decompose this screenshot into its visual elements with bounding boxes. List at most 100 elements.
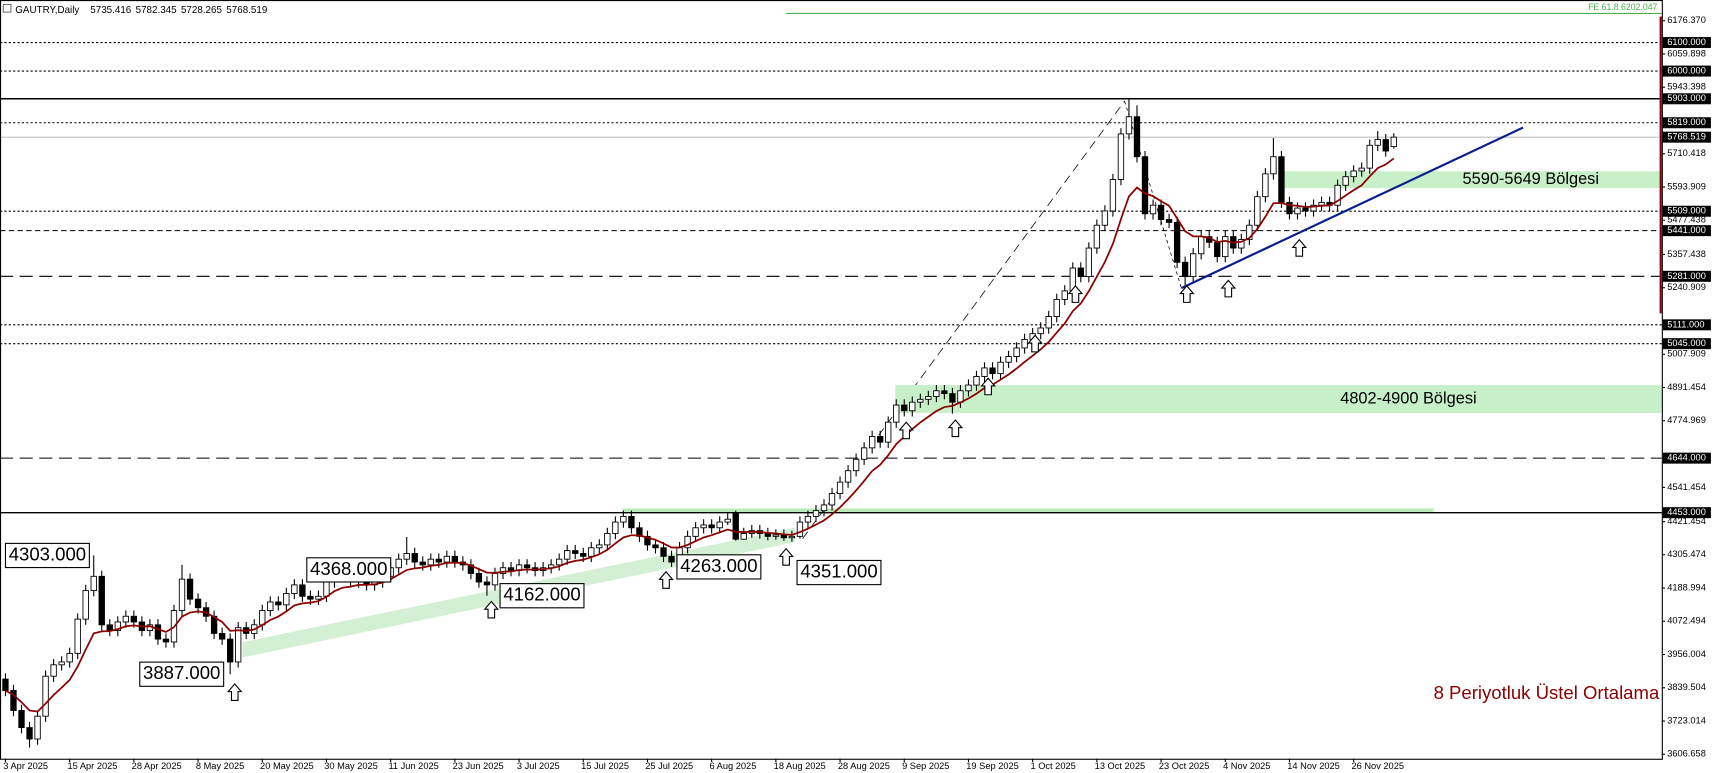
y-tick-label: 5477.438 <box>1667 215 1706 225</box>
candle-body <box>877 436 884 443</box>
candle-body <box>291 584 298 594</box>
level-label: 6000.000 <box>1667 66 1706 76</box>
candle-body <box>604 533 611 546</box>
level-box <box>1662 205 1711 217</box>
candle-body <box>451 555 459 563</box>
candle-body <box>491 573 499 586</box>
fe-label: FE 61.8 6202.047 <box>1588 2 1657 12</box>
price-annotation: 4162.000 <box>503 584 580 605</box>
up-arrow <box>1027 334 1043 353</box>
candle-body <box>1278 156 1285 203</box>
candle-body <box>1286 201 1293 215</box>
candle-body <box>130 615 138 623</box>
level-box <box>1662 37 1711 49</box>
up-arrow <box>483 600 500 619</box>
ohlc-high: 5782.345 <box>136 4 177 15</box>
candle-body <box>796 521 804 537</box>
up-arrow <box>658 570 674 589</box>
candle-body <box>1077 267 1084 278</box>
level-box <box>1662 93 1711 105</box>
x-tick-label: 15 Apr 2025 <box>67 761 117 771</box>
y-tick-label: 4891.454 <box>1667 382 1706 392</box>
candle-body <box>507 567 515 572</box>
candle-body <box>58 661 65 666</box>
ohlc-open: 5735.416 <box>90 4 131 15</box>
candle-body <box>901 404 908 412</box>
candle-body <box>98 575 105 626</box>
candle-body <box>66 652 73 663</box>
level-box <box>1662 225 1711 237</box>
candle-body <box>556 558 563 566</box>
candle-body <box>820 504 828 512</box>
candle-body <box>74 618 81 654</box>
up-arrow <box>1291 238 1308 257</box>
y-tick-label: 5357.438 <box>1667 249 1706 259</box>
y-tick-label: 3839.504 <box>1667 682 1706 692</box>
annotation-box <box>306 557 392 583</box>
x-tick-label: 1 Oct 2025 <box>1030 761 1075 771</box>
x-tick-label: 14 Nov 2025 <box>1287 761 1340 771</box>
x-tick-label: 30 May 2025 <box>324 761 378 771</box>
candle-body <box>419 561 426 566</box>
candle-body <box>772 534 780 537</box>
price-annotation: 3887.000 <box>143 662 220 683</box>
candle-body <box>1117 133 1125 180</box>
candle-body <box>1021 338 1028 349</box>
level-label: 5045.000 <box>1667 338 1706 348</box>
candle-body <box>596 544 603 549</box>
level-label: 5768.519 <box>1667 132 1706 142</box>
candle-body <box>235 627 242 663</box>
candle-body <box>612 521 619 534</box>
candle-body <box>106 624 113 631</box>
header-icon <box>2 3 12 13</box>
candle-body <box>1157 204 1165 220</box>
candle-body <box>1366 144 1373 169</box>
candle-body <box>804 515 812 523</box>
candle-body <box>26 727 33 740</box>
candle-body <box>194 598 202 609</box>
candle-body <box>82 590 89 620</box>
x-tick-label: 13 Oct 2025 <box>1095 761 1145 771</box>
candle-body <box>868 436 876 449</box>
x-tick-label: 25 Jul 2025 <box>645 761 693 771</box>
y-tick-label: 4774.969 <box>1667 415 1706 425</box>
candle-body <box>34 715 41 740</box>
annotation-box <box>4 542 90 569</box>
candle-body <box>1222 236 1229 258</box>
candle-body <box>1334 184 1341 206</box>
candle-body <box>844 470 852 483</box>
candle-body <box>1262 173 1269 198</box>
candle-body <box>1173 221 1181 263</box>
candle-body <box>909 401 916 412</box>
x-tick-label: 20 May 2025 <box>260 761 314 771</box>
zone <box>1282 171 1662 189</box>
candle-body <box>836 481 844 494</box>
candle-body <box>957 390 964 403</box>
candle-body <box>267 601 274 612</box>
candle-body <box>1270 156 1277 175</box>
candle-body <box>1149 204 1157 215</box>
level-label: 5441.000 <box>1667 225 1706 235</box>
level-box <box>1662 131 1711 143</box>
candle-body <box>1198 236 1205 255</box>
zone-label: 4802-4900 Bölgesi <box>1340 389 1476 407</box>
annotation-box <box>676 554 762 580</box>
up-arrow <box>778 547 794 566</box>
candle-body <box>475 573 483 583</box>
level-label: 4453.000 <box>1667 507 1706 517</box>
y-tick-label: 3723.014 <box>1667 715 1706 725</box>
up-arrow <box>898 421 914 440</box>
level-label: 6100.000 <box>1667 37 1706 47</box>
candle-body <box>644 535 651 546</box>
candle-body <box>1165 219 1173 223</box>
candle-body <box>435 558 442 563</box>
candle-body <box>90 575 97 592</box>
plot-border <box>0 0 1663 760</box>
candle-body <box>1310 204 1317 212</box>
candle-body <box>523 564 531 569</box>
ohlc-close: 5768.519 <box>226 4 267 15</box>
level-label: 5281.000 <box>1667 271 1706 281</box>
candle-body <box>122 615 130 623</box>
x-tick-label: 15 Jul 2025 <box>581 761 629 771</box>
